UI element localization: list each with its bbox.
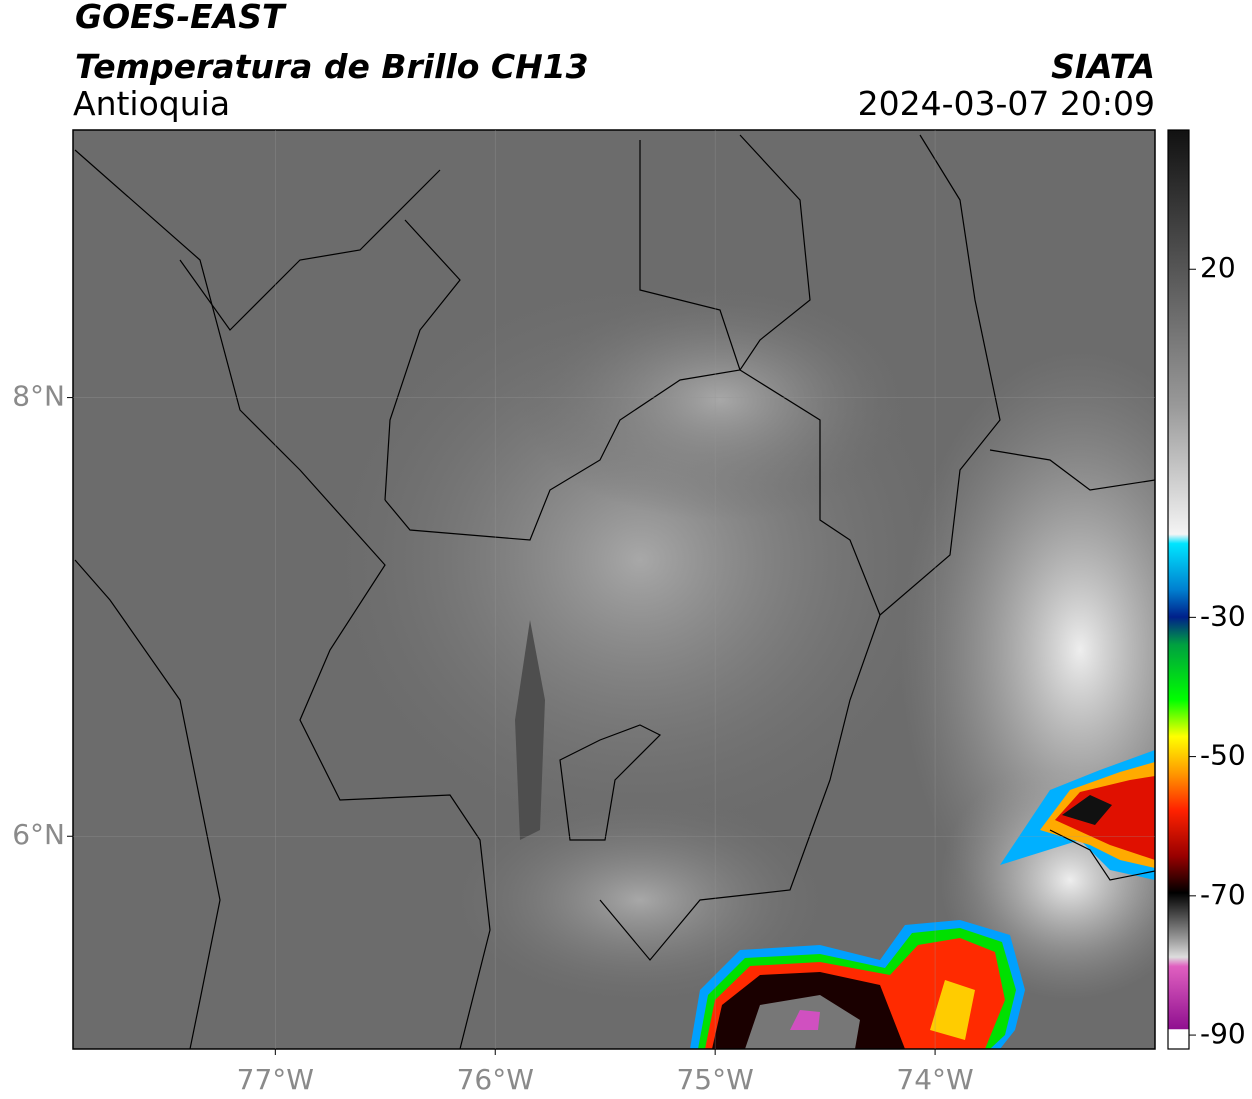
colorbar-tick-label: -90 [1200,1017,1246,1050]
storm-east [1000,750,1155,880]
y-tick-label: 8°N [12,380,65,413]
storm-south [690,920,1025,1049]
colorbar-tick-label: 20 [1200,251,1236,284]
boundaries [74,134,1155,1049]
y-tick-label: 6°N [12,818,65,851]
region: Antioquia [73,84,230,123]
colorbar-tick-label: -50 [1200,739,1246,772]
x-tick-label: 77°W [237,1063,314,1096]
colorbar-tick-label: -30 [1200,599,1246,632]
source: SIATA [1051,47,1155,86]
map-frame [72,129,1156,1050]
colorbar-tick-label: -70 [1200,878,1246,911]
x-tick-label: 76°W [457,1063,534,1096]
datetime: 2024-03-07 20:09 [858,84,1155,123]
x-tick-label: 75°W [676,1063,753,1096]
subtitle: Temperatura de Brillo CH13 [75,47,589,86]
title: GOES-EAST [75,0,287,36]
x-tick-label: 74°W [896,1063,973,1096]
satellite-image [73,130,1155,1049]
colorbar [1167,129,1190,1050]
